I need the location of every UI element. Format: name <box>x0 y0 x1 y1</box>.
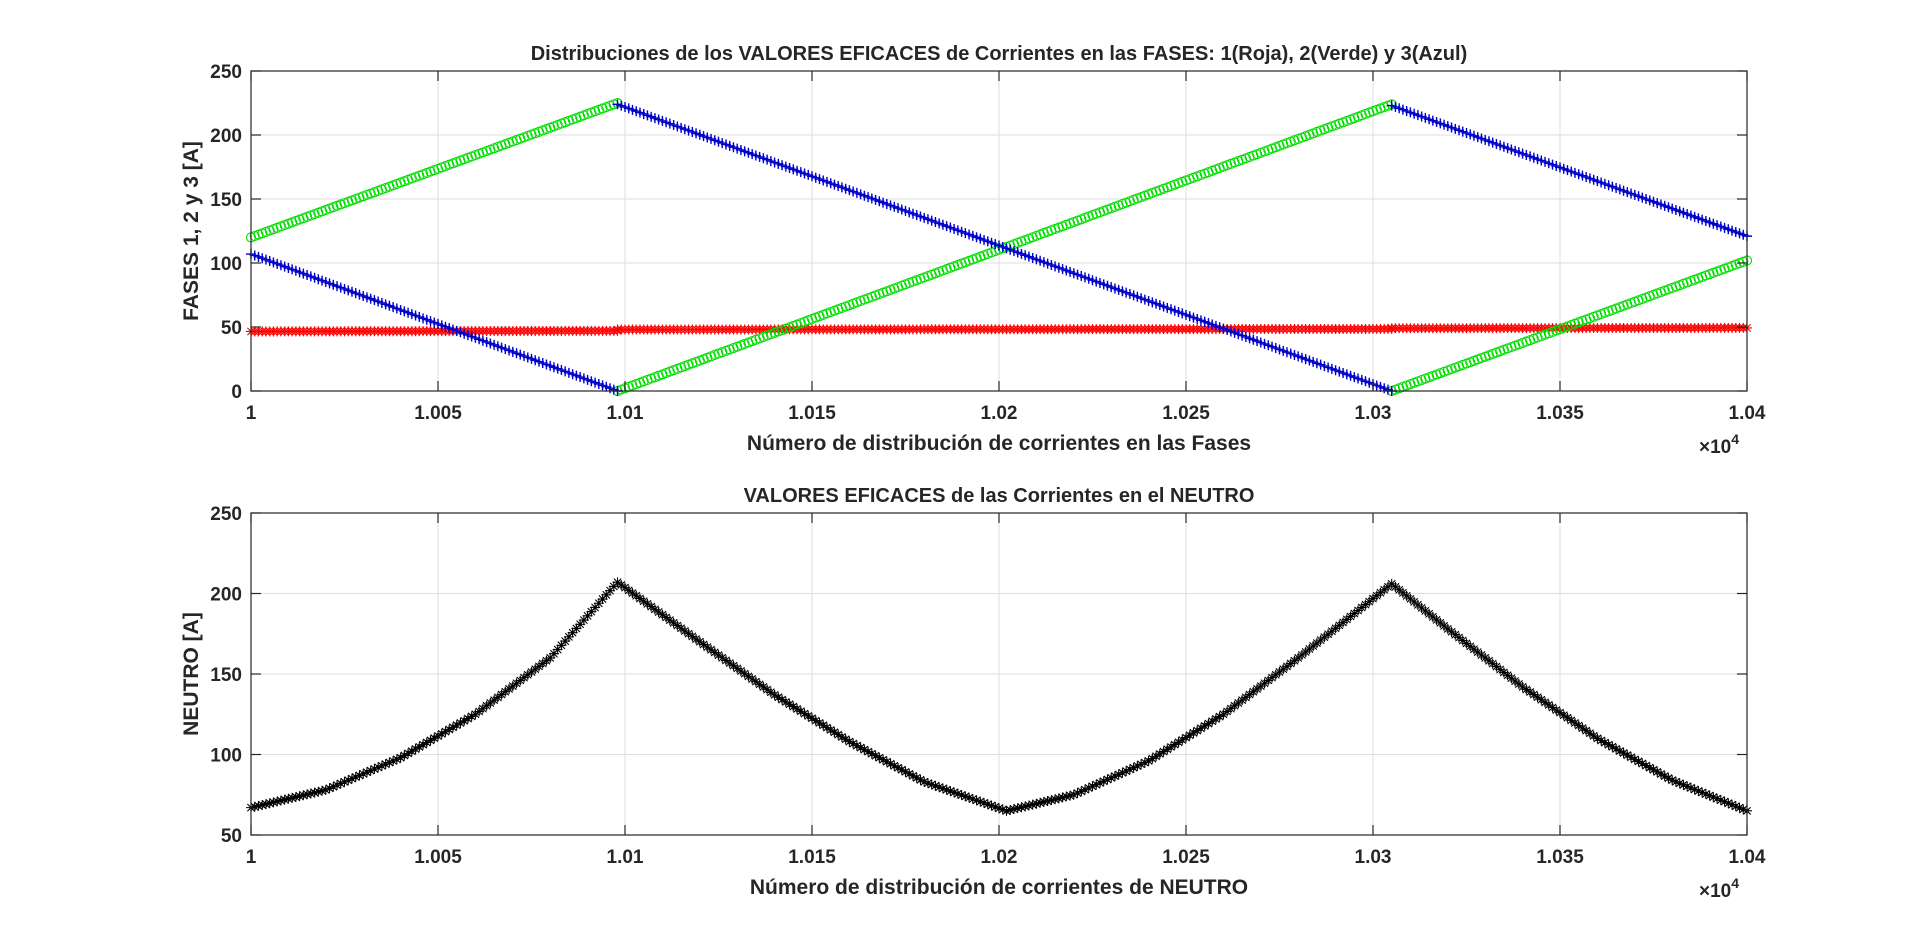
x-tick-label: 1.04 <box>1729 847 1766 868</box>
neutral-y-axis-label: NEUTRO [A] <box>180 612 203 736</box>
x-tick-label: 1.01 <box>607 403 644 424</box>
y-tick-label: 250 <box>210 504 242 525</box>
phases-ticks: 1 1.005 1.01 1.015 1.02 1.025 1.03 1.035 1.04 0 50… <box>210 62 1766 424</box>
x-tick-label: 1.03 <box>1355 847 1392 868</box>
y-tick-label: 50 <box>221 318 242 339</box>
neutral-x-axis-label: Número de distribución de corrientes de … <box>750 876 1248 899</box>
series-fase-2-verde- <box>245 97 1753 397</box>
series-neutro <box>246 577 1752 816</box>
y-tick-label: 50 <box>221 826 242 847</box>
x-tick-label: 1.035 <box>1536 847 1584 868</box>
phases-y-axis-label: FASES 1, 2 y 3 [A] <box>180 141 203 321</box>
x-tick-label: 1.015 <box>788 403 836 424</box>
y-tick-label: 0 <box>231 382 242 403</box>
x-tick-label: 1.005 <box>414 403 462 424</box>
neutral-data <box>246 577 1752 816</box>
phases-data <box>245 97 1753 397</box>
x-tick-label: 1.015 <box>788 847 836 868</box>
y-tick-label: 200 <box>210 126 242 147</box>
phases-x-axis-label: Número de distribución de corrientes en … <box>747 432 1251 455</box>
phases-title: Distribuciones de los VALORES EFICACES d… <box>531 43 1468 65</box>
x-tick-label: 1.04 <box>1729 403 1766 424</box>
x-tick-label: 1.02 <box>981 403 1018 424</box>
phases-x-exponent: ×104 <box>1699 431 1739 458</box>
x-tick-label: 1.025 <box>1162 847 1210 868</box>
y-tick-label: 200 <box>210 585 242 606</box>
x-tick-label: 1.03 <box>1355 403 1392 424</box>
x-tick-label: 1.005 <box>414 847 462 868</box>
x-tick-label: 1 <box>246 403 257 424</box>
neutral-grid <box>250 512 1748 836</box>
y-tick-label: 100 <box>210 746 242 767</box>
series-fase-3-azul- <box>246 99 1752 396</box>
phases-subplot: 1 1.005 1.01 1.015 1.02 1.025 1.03 1.035 1.04 0 50… <box>180 43 1766 458</box>
neutral-subplot: 1 1.005 1.01 1.015 1.02 1.025 1.03 1.035 1.04 50 1… <box>180 485 1766 902</box>
neutral-ticks: 1 1.005 1.01 1.015 1.02 1.025 1.03 1.035 1.04 50 1… <box>210 504 1766 868</box>
y-tick-label: 150 <box>210 190 242 211</box>
neutral-title: VALORES EFICACES de las Corrientes en el… <box>744 485 1255 507</box>
y-tick-label: 250 <box>210 62 242 83</box>
series-fase-1-roja- <box>246 322 1752 337</box>
x-tick-label: 1.01 <box>607 847 644 868</box>
x-tick-label: 1.035 <box>1536 403 1584 424</box>
x-tick-label: 1.02 <box>981 847 1018 868</box>
x-tick-label: 1 <box>246 847 257 868</box>
y-tick-label: 150 <box>210 665 242 686</box>
x-tick-label: 1.025 <box>1162 403 1210 424</box>
y-tick-label: 100 <box>210 254 242 275</box>
neutral-x-exponent: ×104 <box>1699 875 1739 902</box>
